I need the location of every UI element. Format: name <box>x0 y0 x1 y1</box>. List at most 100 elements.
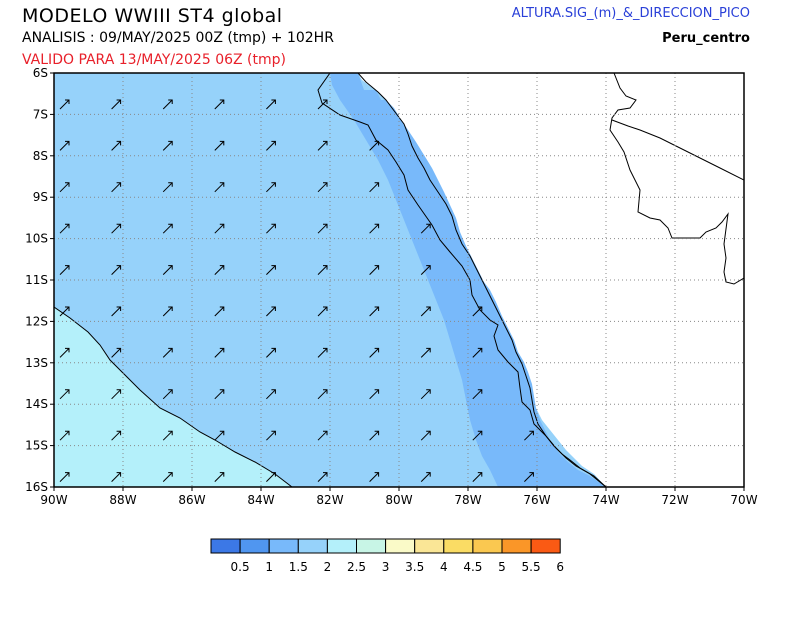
direction-arrow <box>420 430 431 441</box>
direction-arrow-head <box>65 430 70 436</box>
direction-arrow-head <box>219 223 225 229</box>
direction-arrow-head <box>168 223 173 229</box>
direction-arrow-head <box>168 306 173 311</box>
direction-arrow-head <box>219 472 225 477</box>
y-tick-label: 7S <box>33 107 48 121</box>
colorbar-swatch <box>356 538 387 554</box>
direction-arrow <box>111 348 121 358</box>
ocean-coastal-band <box>330 73 606 487</box>
direction-arrow <box>111 182 121 193</box>
direction-arrow-head <box>168 140 173 146</box>
direction-arrow-head <box>65 347 70 353</box>
direction-arrow-head <box>219 306 225 311</box>
direction-arrow-head <box>271 306 276 311</box>
x-tick-label: 90W <box>40 493 67 507</box>
direction-arrow-head <box>219 389 225 394</box>
direction-arrow-head <box>323 182 328 187</box>
direction-arrow <box>111 141 121 151</box>
direction-arrow-head <box>426 472 431 477</box>
direction-arrow <box>59 182 70 193</box>
direction-arrow-head <box>219 140 225 146</box>
direction-arrow <box>317 182 328 193</box>
y-tick-label: 13S <box>25 356 48 370</box>
direction-arrow-head <box>426 223 431 229</box>
direction-arrow <box>472 472 483 482</box>
direction-arrow-head <box>374 306 380 311</box>
direction-arrow-head <box>323 99 328 104</box>
direction-arrow <box>111 306 121 317</box>
direction-arrow-head <box>116 389 122 394</box>
direction-arrow <box>59 141 70 151</box>
direction-arrow <box>369 472 379 482</box>
direction-arrow <box>420 265 431 275</box>
colorbar-label: 2 <box>324 560 332 574</box>
colorbar-swatch <box>239 538 270 554</box>
contour-2m <box>54 306 293 487</box>
direction-arrow <box>59 306 70 317</box>
direction-arrow <box>59 389 70 400</box>
direction-arrow <box>369 223 379 234</box>
direction-arrow-head <box>116 182 122 187</box>
x-tick-label: 84W <box>247 493 274 507</box>
direction-arrow-head <box>219 265 225 270</box>
direction-arrow <box>214 348 225 358</box>
direction-arrow-head <box>271 347 276 353</box>
direction-arrow-head <box>271 223 276 229</box>
x-tick-label: 82W <box>316 493 343 507</box>
direction-arrow-head <box>65 306 70 311</box>
direction-arrow <box>266 182 276 193</box>
border-line <box>609 73 744 285</box>
direction-arrow-head <box>65 389 70 394</box>
direction-arrow-head <box>219 430 225 436</box>
direction-arrow-head <box>168 430 173 436</box>
colorbar-label: 1 <box>265 560 273 574</box>
direction-arrow <box>111 472 121 482</box>
direction-arrow <box>369 306 379 317</box>
x-axis-ticks: 90W 88W 86W 84W 82W 80W 78W 76W 74W 72W 70W <box>40 487 758 507</box>
direction-arrow-head <box>426 306 431 311</box>
x-tick-label: 72W <box>661 493 688 507</box>
direction-arrow <box>420 348 431 358</box>
direction-arrow <box>317 306 328 317</box>
direction-arrow-head <box>323 472 328 477</box>
direction-arrow-head <box>116 347 122 353</box>
direction-arrow-head <box>219 182 225 187</box>
direction-arrow-head <box>116 306 122 311</box>
direction-arrow-head <box>65 182 70 187</box>
y-tick-label: 8S <box>33 149 48 163</box>
map-grid <box>54 73 744 487</box>
direction-arrow-head <box>323 223 328 229</box>
direction-arrow <box>266 99 276 110</box>
direction-arrow-head <box>168 182 173 187</box>
direction-arrow <box>266 265 276 275</box>
direction-arrow-head <box>271 140 276 146</box>
direction-arrow-head <box>65 265 70 270</box>
direction-arrow <box>317 389 328 400</box>
direction-arrow <box>524 472 534 482</box>
direction-arrow-head <box>271 182 276 187</box>
direction-arrow <box>369 182 379 193</box>
colorbar-swatch <box>472 538 503 554</box>
valid-time: VALIDO PARA 13/MAY/2025 06Z (tmp) <box>22 52 286 68</box>
direction-arrow-head <box>477 347 483 353</box>
direction-arrow <box>369 141 379 151</box>
direction-arrow <box>266 223 276 234</box>
y-tick-label: 6S <box>33 66 48 80</box>
chart-title: MODELO WWIII ST4 global <box>22 5 283 27</box>
direction-arrow-head <box>477 472 483 477</box>
colorbar: 0.5 1 1.5 2 2.5 3 3.5 4 4.5 5 5.5 6 <box>210 538 564 574</box>
direction-arrow <box>420 472 431 482</box>
direction-arrow-head <box>168 265 173 270</box>
direction-arrow <box>420 223 431 234</box>
direction-arrow-head <box>65 99 70 104</box>
direction-arrow <box>214 472 225 482</box>
direction-arrow-head <box>168 347 173 353</box>
direction-arrow <box>214 223 225 234</box>
direction-arrow-head <box>323 140 328 146</box>
direction-arrow-head <box>219 347 225 353</box>
direction-arrow-head <box>374 347 380 353</box>
direction-arrow-head <box>271 472 276 477</box>
direction-arrow-head <box>116 430 122 436</box>
x-tick-label: 88W <box>109 493 136 507</box>
